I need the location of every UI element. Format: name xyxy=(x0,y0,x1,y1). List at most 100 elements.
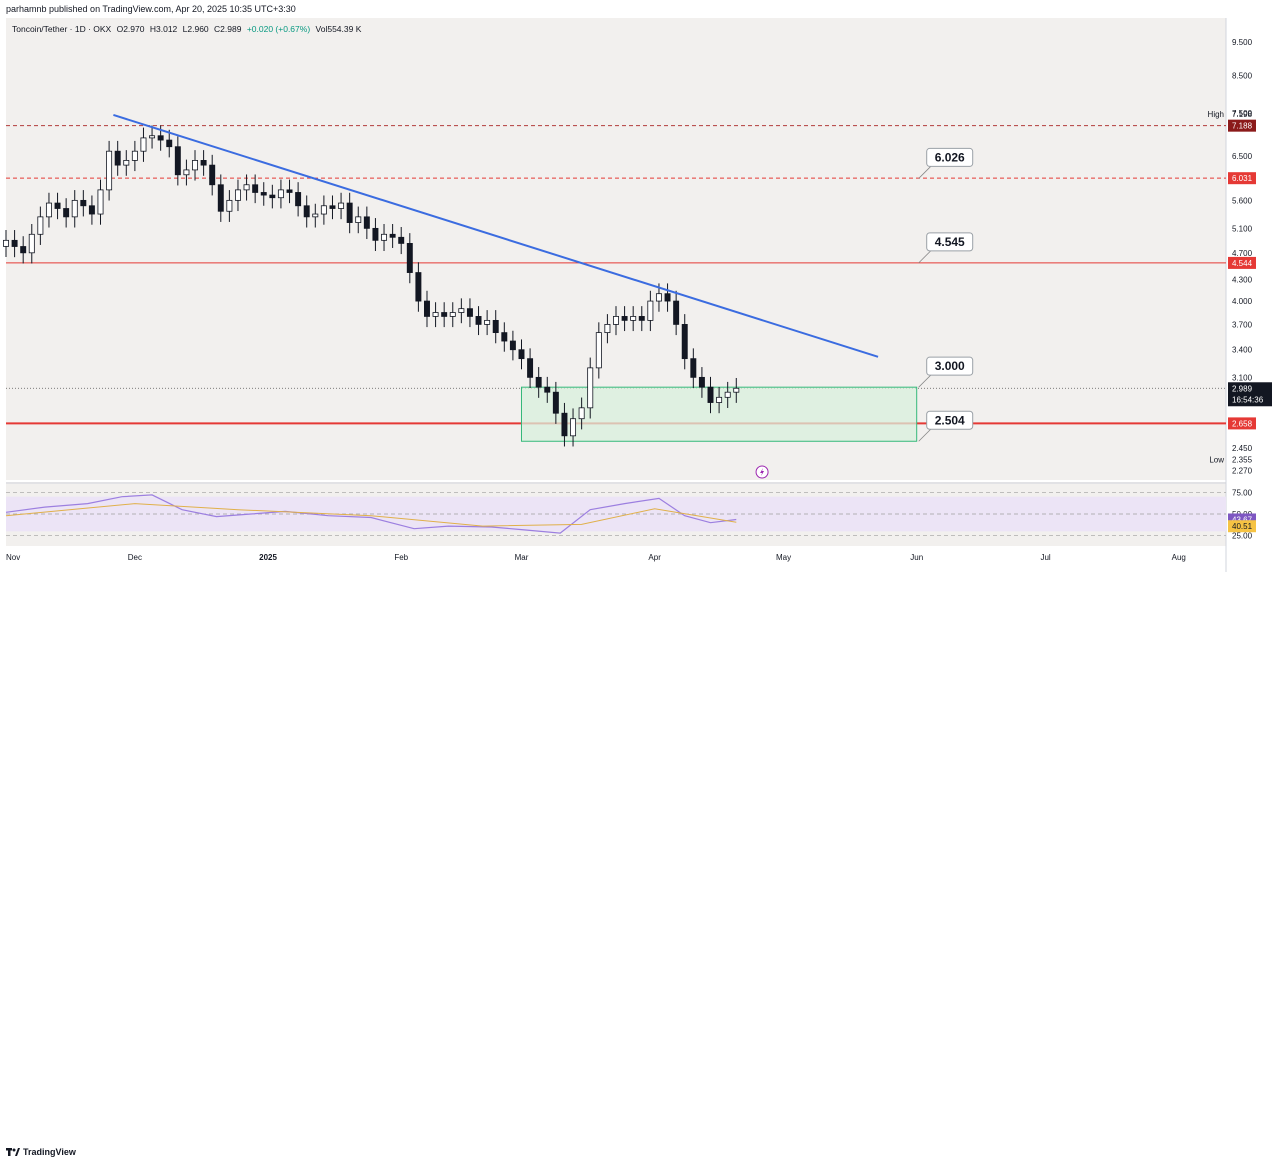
rsi-line[interactable] xyxy=(5,494,737,534)
candle[interactable] xyxy=(535,376,542,388)
candle[interactable] xyxy=(501,332,508,342)
candle[interactable] xyxy=(647,300,654,321)
candle[interactable] xyxy=(252,184,259,193)
candle[interactable] xyxy=(37,216,44,235)
candle[interactable] xyxy=(424,300,430,317)
callout-box[interactable] xyxy=(926,410,974,430)
candle[interactable] xyxy=(3,239,9,247)
candle[interactable] xyxy=(71,199,78,218)
candle[interactable] xyxy=(28,233,35,254)
candle[interactable] xyxy=(355,216,362,223)
candle[interactable] xyxy=(527,358,534,378)
candle[interactable] xyxy=(149,135,156,139)
candle[interactable] xyxy=(432,312,439,317)
candle[interactable] xyxy=(192,160,198,171)
candle[interactable] xyxy=(595,332,602,369)
candle[interactable] xyxy=(11,239,18,247)
candle[interactable] xyxy=(329,205,336,209)
candle[interactable] xyxy=(484,319,491,325)
candle[interactable] xyxy=(578,407,585,420)
candle[interactable] xyxy=(131,150,138,161)
candle[interactable] xyxy=(54,202,61,209)
candle[interactable] xyxy=(449,312,456,317)
candle[interactable] xyxy=(157,135,164,141)
candle[interactable] xyxy=(509,340,516,351)
resistance-trendline[interactable] xyxy=(113,113,879,358)
candle[interactable] xyxy=(200,160,207,166)
candle[interactable] xyxy=(97,189,104,215)
price-badge-1[interactable] xyxy=(1228,172,1256,185)
candle[interactable] xyxy=(441,312,448,317)
candle[interactable] xyxy=(630,316,637,321)
candle[interactable] xyxy=(587,367,594,409)
symbol-name[interactable]: Toncoin/Tether · 1D · OKX xyxy=(12,24,112,34)
candle[interactable] xyxy=(492,319,499,334)
candle[interactable] xyxy=(286,189,293,193)
candle[interactable] xyxy=(664,293,671,302)
candle[interactable] xyxy=(518,349,525,360)
candle[interactable] xyxy=(303,205,310,218)
candle[interactable] xyxy=(226,199,233,212)
candle[interactable] xyxy=(63,208,70,218)
price-badge-0[interactable] xyxy=(1228,119,1256,132)
candle[interactable] xyxy=(458,308,465,313)
candle[interactable] xyxy=(415,272,422,302)
candle[interactable] xyxy=(277,189,284,199)
candle[interactable] xyxy=(690,358,697,378)
candle[interactable] xyxy=(45,202,52,218)
candle[interactable] xyxy=(372,227,379,241)
rsi-ma-badge[interactable] xyxy=(1228,520,1256,533)
candle[interactable] xyxy=(140,137,147,152)
candle[interactable] xyxy=(106,150,113,191)
candle[interactable] xyxy=(570,418,577,437)
tradingview-logo[interactable]: TradingView xyxy=(6,1147,76,1157)
price-badge-3[interactable] xyxy=(1228,417,1256,430)
candle[interactable] xyxy=(552,391,559,414)
candle[interactable] xyxy=(733,387,740,393)
callout-box[interactable] xyxy=(926,356,974,376)
candle[interactable] xyxy=(123,160,130,166)
candle[interactable] xyxy=(561,412,568,437)
candle[interactable] xyxy=(80,199,87,207)
candle[interactable] xyxy=(174,146,181,176)
candle[interactable] xyxy=(20,246,27,254)
chart-canvas[interactable]: 6.026 4.545 3.000 2.504 9.500 8.500 7.500 6.500… xyxy=(0,18,1280,572)
price-badge-2[interactable] xyxy=(1228,256,1256,269)
candle[interactable] xyxy=(346,202,353,223)
candle[interactable] xyxy=(673,300,680,325)
callout-box[interactable] xyxy=(926,147,974,167)
candle[interactable] xyxy=(312,213,319,218)
candle[interactable] xyxy=(381,233,388,241)
candle[interactable] xyxy=(338,202,345,209)
candle[interactable] xyxy=(604,324,611,334)
chart-frame[interactable]: 6.026 4.545 3.000 2.504 9.500 8.500 7.500 6.500… xyxy=(0,18,1280,572)
candle[interactable] xyxy=(724,391,731,398)
candle[interactable] xyxy=(655,293,662,302)
candle[interactable] xyxy=(389,233,396,238)
candle[interactable] xyxy=(217,184,224,212)
candle[interactable] xyxy=(209,164,216,186)
candle[interactable] xyxy=(114,150,121,166)
candle[interactable] xyxy=(638,316,645,321)
candle[interactable] xyxy=(269,194,276,199)
candle[interactable] xyxy=(398,236,405,244)
candle[interactable] xyxy=(707,386,714,403)
candle[interactable] xyxy=(544,386,551,393)
candle[interactable] xyxy=(166,139,173,148)
candle[interactable] xyxy=(88,205,95,215)
candle[interactable] xyxy=(406,243,413,273)
candle[interactable] xyxy=(183,169,190,176)
candle[interactable] xyxy=(716,396,723,403)
candle[interactable] xyxy=(234,189,241,201)
candle[interactable] xyxy=(681,324,688,360)
candle[interactable] xyxy=(295,192,302,207)
candle[interactable] xyxy=(698,376,705,388)
candle[interactable] xyxy=(320,205,327,215)
candle[interactable] xyxy=(243,184,250,191)
rsi-ma-line[interactable] xyxy=(5,503,737,527)
candle[interactable] xyxy=(363,216,370,229)
candle[interactable] xyxy=(466,308,473,317)
callout-box[interactable] xyxy=(926,232,974,252)
candle[interactable] xyxy=(621,316,628,321)
candle[interactable] xyxy=(475,316,482,325)
